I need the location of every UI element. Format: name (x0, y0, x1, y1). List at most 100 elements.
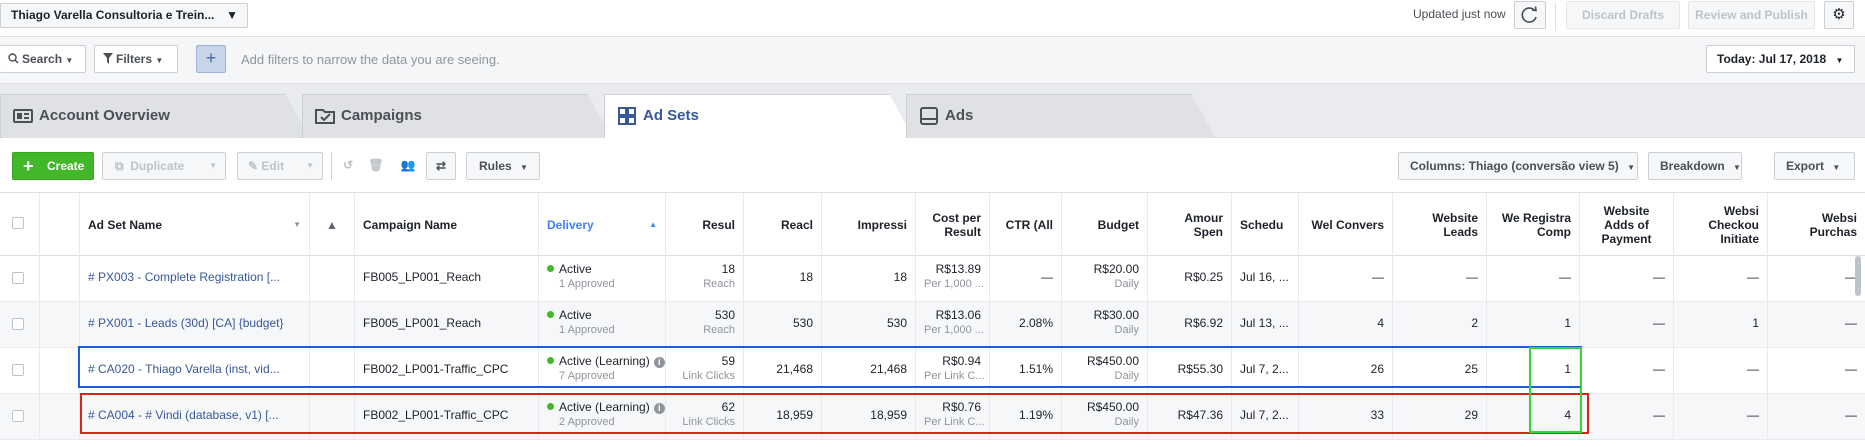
header-website-leads[interactable]: Website Leads (1393, 193, 1487, 256)
header-reach[interactable]: Reacl (744, 193, 822, 256)
header-website-registrations[interactable]: We Registra Comp (1487, 193, 1580, 256)
table-row[interactable]: # CA004 - # Vindi (database, v1) [... Act… (0, 394, 1865, 440)
breakdown-dropdown[interactable]: Breakdown ▼ (1648, 152, 1742, 180)
spent-value: R$0.25 (1184, 270, 1223, 284)
row-checkbox[interactable] (12, 364, 24, 376)
account-selector[interactable]: Thiago Varella Consultoria e Trein... ▼ (0, 3, 248, 28)
discard-drafts-button[interactable]: Discard Drafts (1566, 1, 1680, 29)
header-cost-per-result[interactable]: Cost per Result (916, 193, 990, 256)
campaign-value: FB002_LP001-Traffic_CPC (363, 408, 509, 422)
filter-hint: Add filters to narrow the data you are s… (241, 52, 500, 67)
caret-down-icon: ▼ (306, 161, 314, 170)
info-icon[interactable]: i (653, 403, 665, 414)
create-button[interactable]: + Create (12, 152, 94, 180)
warnings-cell (310, 302, 355, 348)
duplicate-button[interactable]: ⧉ Duplicate ▼ (102, 152, 226, 180)
table-row[interactable]: # CA020 - Thiago Varella (inst, vid... Ac… (0, 348, 1865, 394)
header-website-adds-payment[interactable]: Website Adds of Payment (1580, 193, 1674, 256)
checkout-cell: — (1674, 256, 1768, 302)
header-campaign-name[interactable]: Campaign Name (355, 193, 539, 256)
ad-set-name-link[interactable]: # PX001 - Leads (30d) [CA] {budget} (88, 316, 284, 330)
reg-value: 1 (1564, 316, 1571, 330)
row-checkbox[interactable] (12, 410, 24, 422)
header-ad-set-name[interactable]: Ad Set Name ▼ (80, 193, 310, 256)
ad-set-name-link[interactable]: # CA020 - Thiago Varella (inst, vid... (88, 362, 280, 376)
level-tabs: Account Overview Campaigns Ad Sets Ads (0, 84, 1865, 139)
filters-dropdown[interactable]: Filters ▼ (94, 45, 178, 73)
header-website-purchases[interactable]: Websi Purchas (1768, 193, 1865, 256)
caret-down-icon: ▼ (65, 56, 74, 65)
header-label: Amour Spen (1184, 210, 1223, 239)
delete-button[interactable]: 🗑 (364, 152, 388, 180)
folder-check-icon (315, 109, 335, 124)
caret-down-icon: ▼ (1832, 163, 1841, 172)
header-label: Cost per Result (932, 210, 981, 239)
date-range-button[interactable]: Today: Jul 17, 2018 ▼ (1706, 45, 1855, 73)
header-website-checkouts[interactable]: Websi Checkou Initiate (1674, 193, 1768, 256)
edit-button[interactable]: ✎ Edit ▼ (237, 152, 323, 180)
search-dropdown[interactable]: Search ▼ (0, 45, 86, 73)
header-website-conversions[interactable]: Wel Convers (1299, 193, 1393, 256)
header-delivery[interactable]: Delivery ▲ (539, 193, 666, 256)
discard-button[interactable]: ↺ (336, 152, 360, 180)
warnings-cell (310, 348, 355, 394)
delivery-status: Active (559, 262, 592, 276)
header-ctr[interactable]: CTR (All (990, 193, 1062, 256)
payment-value: — (1653, 316, 1665, 330)
compare-button[interactable]: ⇄ (426, 152, 456, 180)
caret-down-icon: ▼ (209, 161, 217, 170)
row-checkbox[interactable] (12, 272, 24, 284)
toggle-cell (40, 302, 80, 348)
approved-count: 2 Approved (559, 416, 615, 428)
reach-cell: 18,959 (744, 394, 822, 440)
budget-value: R$450.00 (1086, 354, 1139, 368)
tab-ad-sets[interactable]: Ad Sets (604, 94, 914, 139)
columns-dropdown[interactable]: Columns: Thiago (conversão view 5) ▼ (1398, 152, 1638, 180)
caret-down-icon: ▼ (1733, 163, 1741, 172)
review-publish-button[interactable]: Review and Publish (1688, 1, 1815, 29)
undo-icon: ↺ (342, 158, 354, 172)
tab-campaigns[interactable]: Campaigns (302, 94, 612, 138)
ctr-value: — (1041, 270, 1053, 284)
header-warnings[interactable]: ▲ (310, 193, 355, 256)
spent-cell: R$55.30 (1148, 348, 1232, 394)
header-impressions[interactable]: Impressi (822, 193, 916, 256)
header-results[interactable]: Resul (666, 193, 744, 256)
toggle-cell (40, 256, 80, 302)
add-filter-button[interactable]: + (196, 45, 226, 73)
settings-button[interactable]: ⚙ (1824, 1, 1854, 29)
select-cell (0, 256, 40, 302)
results-value: 62 (721, 400, 735, 414)
tab-account-overview[interactable]: Account Overview (0, 94, 310, 138)
table-row[interactable]: # PX001 - Leads (30d) [CA] {budget} Activ… (0, 302, 1865, 348)
reach-cell: 18 (744, 256, 822, 302)
tab-ads[interactable]: Ads (906, 94, 1216, 138)
rules-button[interactable]: Rules ▼ (466, 152, 540, 180)
refresh-button[interactable] (1514, 1, 1546, 29)
breakdown-label: Breakdown (1660, 159, 1725, 173)
impressions-value: 18,959 (870, 408, 907, 422)
ad-set-name-link[interactable]: # CA004 - # Vindi (database, v1) [... (88, 408, 279, 422)
info-icon[interactable]: i (653, 357, 665, 368)
table-header: Ad Set Name ▼ ▲ Campaign Name Delivery ▲ R… (0, 193, 1865, 256)
select-cell (0, 302, 40, 348)
header-budget[interactable]: Budget (1062, 193, 1148, 256)
duplicate-label: Duplicate (130, 159, 185, 173)
header-amount-spent[interactable]: Amour Spen (1148, 193, 1232, 256)
campaign-value: FB005_LP001_Reach (363, 270, 482, 284)
leads-cell: 29 (1393, 394, 1487, 440)
budget-cell: R$450.00 Daily (1062, 394, 1148, 440)
purchase-value: — (1845, 316, 1857, 330)
select-all-checkbox[interactable] (12, 217, 24, 229)
table-row[interactable]: # PX003 - Complete Registration [... Acti… (0, 256, 1865, 302)
row-checkbox[interactable] (12, 318, 24, 330)
plus-icon: + (205, 48, 217, 68)
header-label: CTR (All (1005, 217, 1053, 232)
export-dropdown[interactable]: Export ▼ (1774, 152, 1855, 180)
ad-set-name-link[interactable]: # PX003 - Complete Registration [... (88, 270, 281, 284)
vertical-scrollbar[interactable] (1855, 256, 1861, 296)
audience-button[interactable]: 👥 (394, 152, 422, 180)
select-cell (0, 348, 40, 394)
header-schedule[interactable]: Schedu (1232, 193, 1299, 256)
schedule-cell: Jul 7, 2... (1232, 348, 1299, 394)
